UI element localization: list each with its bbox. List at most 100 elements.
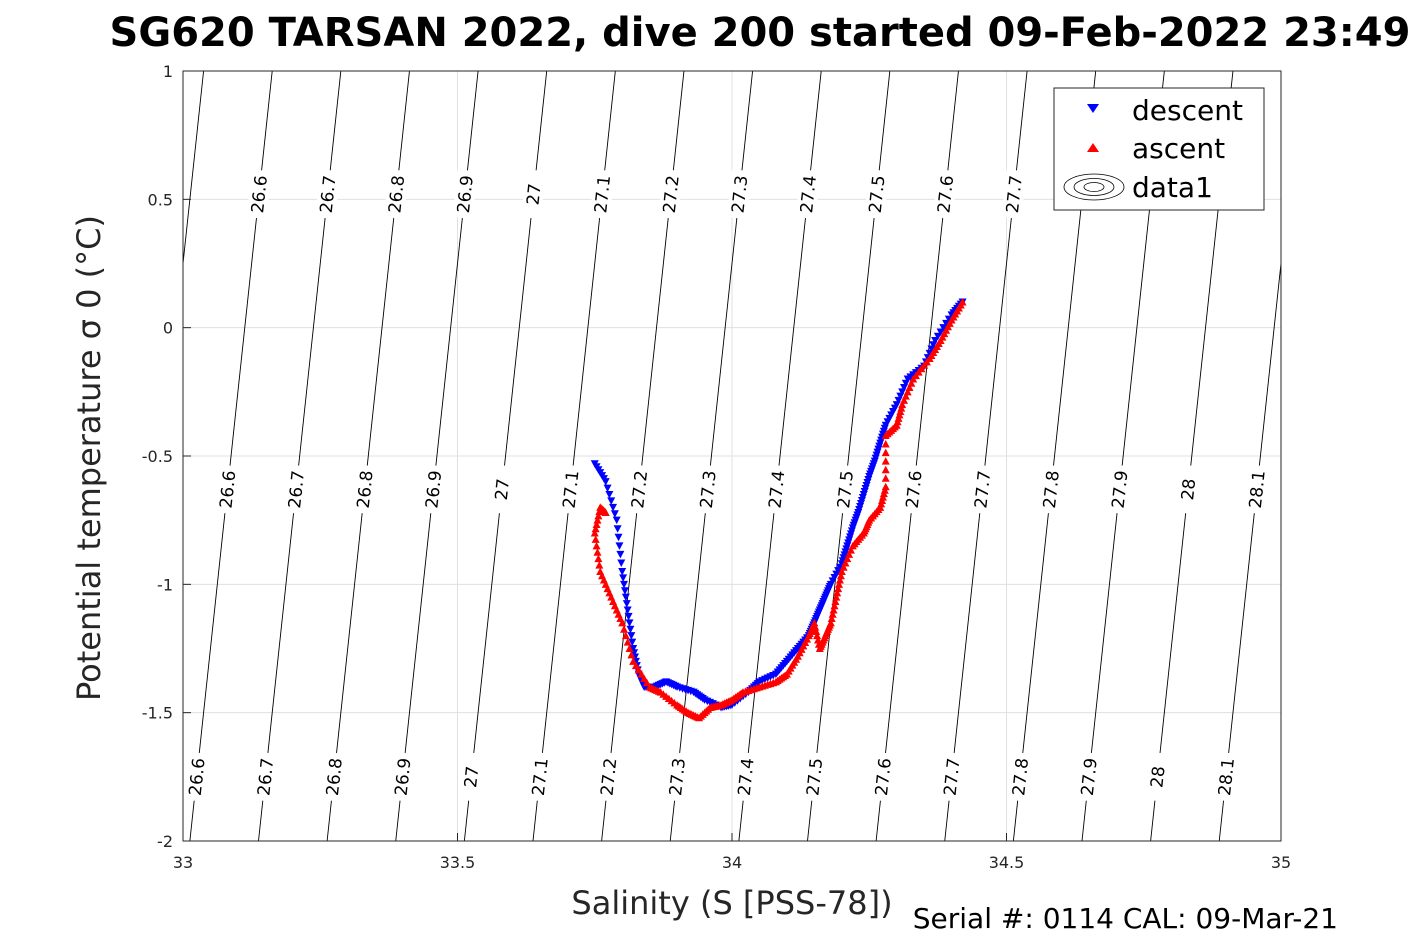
contour-label-text: 26.6 xyxy=(186,757,210,797)
contour-label-text: 27.9 xyxy=(1109,470,1133,510)
contour-label-bg xyxy=(383,169,409,220)
ascent-point xyxy=(614,610,623,618)
descent-point xyxy=(931,337,940,345)
descent-point xyxy=(629,645,638,653)
contour-label-text: 26.9 xyxy=(454,174,478,214)
ascent-point xyxy=(596,567,605,575)
contour-label: 27.5 xyxy=(801,751,827,802)
ascent-point xyxy=(607,593,616,601)
contour-label-text: 27.6 xyxy=(903,470,927,510)
descent-point xyxy=(617,559,626,567)
ascent-point xyxy=(601,508,610,516)
contour-label-bg xyxy=(864,169,890,220)
ascent-point xyxy=(835,580,844,588)
descent-point xyxy=(620,587,629,595)
contour-label-text: 27.7 xyxy=(941,757,965,797)
ascent-point xyxy=(830,601,839,610)
contour-label-bg xyxy=(658,169,684,220)
contour-label-bg xyxy=(932,169,958,220)
contour-label-bg xyxy=(558,464,584,515)
ascent-point xyxy=(625,644,634,652)
legend-ascent-label: ascent xyxy=(1132,132,1225,165)
contour-label: 27 xyxy=(489,464,515,515)
descent-point xyxy=(903,375,912,383)
contour-label-bg xyxy=(252,751,278,802)
contour-label: 27.4 xyxy=(795,169,821,220)
contour-label-text: 27.1 xyxy=(560,470,584,510)
descent-point xyxy=(605,491,614,499)
legend-descent-label: descent xyxy=(1132,94,1243,127)
descent-point xyxy=(610,510,619,518)
ascent-point xyxy=(590,529,599,537)
ascent-point xyxy=(831,597,840,605)
contour-label-text: 27.3 xyxy=(728,174,752,214)
contour-label-bg xyxy=(664,751,690,802)
contour-label: 26.7 xyxy=(283,464,309,515)
contour-label-bg xyxy=(246,169,272,220)
legend: descent ascent data1 xyxy=(1053,87,1265,211)
contour-label-text: 27.5 xyxy=(866,174,890,214)
descent-point xyxy=(929,341,938,349)
ascent-point xyxy=(827,614,836,623)
contour-label-text: 26.6 xyxy=(248,174,272,214)
contour-label: 28 xyxy=(1175,464,1201,515)
contour-label: 27.7 xyxy=(939,751,965,802)
contour-label-bg xyxy=(1038,464,1064,515)
descent-point xyxy=(613,525,622,533)
contour-label-bg xyxy=(458,751,484,802)
ascent-point xyxy=(832,593,841,601)
legend-ascent-marker xyxy=(1087,143,1099,152)
ascent-point xyxy=(598,571,607,580)
y-tick-label: -0.5 xyxy=(142,447,173,466)
ascent-series xyxy=(590,298,967,722)
contour-label-bg xyxy=(795,169,821,220)
contour-label: 28.1 xyxy=(1213,751,1239,802)
contour-label-bg xyxy=(1213,751,1239,802)
contour-label-text: 27 xyxy=(523,182,545,206)
descent-point xyxy=(621,593,630,602)
ascent-point xyxy=(591,535,600,543)
contour-label: 27.9 xyxy=(1076,751,1102,802)
contour-label-text: 28 xyxy=(1178,478,1200,502)
contour-label-text: 27.1 xyxy=(591,174,615,214)
ascent-point xyxy=(828,610,837,618)
descent-point xyxy=(590,460,599,468)
contour-label-text: 27.1 xyxy=(529,757,553,797)
contour-label-bg xyxy=(726,169,752,220)
contour-label-bg xyxy=(527,751,553,802)
contour-label-text: 26.7 xyxy=(285,470,309,510)
contour-label: 26.6 xyxy=(214,464,240,515)
contour-label-bg xyxy=(214,464,240,515)
contour-label: 27 xyxy=(458,751,484,802)
y-axis-label: Potential temperature σ 0 (°C) xyxy=(70,215,108,701)
contour-label: 27.5 xyxy=(864,169,890,220)
contour-label: 27.1 xyxy=(589,169,615,220)
ascent-point xyxy=(834,584,843,593)
contour-label-text: 27.5 xyxy=(803,757,827,797)
contour-label: 27.3 xyxy=(664,751,690,802)
legend-descent-marker xyxy=(1087,104,1099,113)
descent-point xyxy=(615,542,624,550)
descent-point xyxy=(933,332,942,341)
ascent-point xyxy=(594,511,603,520)
contour-label-text: 27.8 xyxy=(1040,470,1064,510)
contour-label-text: 26.8 xyxy=(323,757,347,797)
contour-label: 27.1 xyxy=(527,751,553,802)
legend-data1-label: data1 xyxy=(1132,171,1213,204)
contour-label-text: 27.7 xyxy=(1003,174,1027,214)
contour-label: 26.6 xyxy=(246,169,272,220)
descent-point xyxy=(625,619,634,627)
contour-label: 26.8 xyxy=(352,464,378,515)
descent-point xyxy=(900,384,909,392)
x-tick-label: 33.5 xyxy=(440,853,476,872)
contour-label-bg xyxy=(420,464,446,515)
ascent-point xyxy=(612,606,621,614)
contour-label-text: 27.5 xyxy=(834,470,858,510)
descent-point xyxy=(894,396,903,405)
ascent-point xyxy=(593,516,602,524)
ascent-point xyxy=(881,457,890,465)
contour-label-bg xyxy=(695,464,721,515)
contour-label-text: 26.8 xyxy=(385,174,409,214)
y-tick-label: -2 xyxy=(157,832,173,851)
ascent-point xyxy=(605,588,614,597)
